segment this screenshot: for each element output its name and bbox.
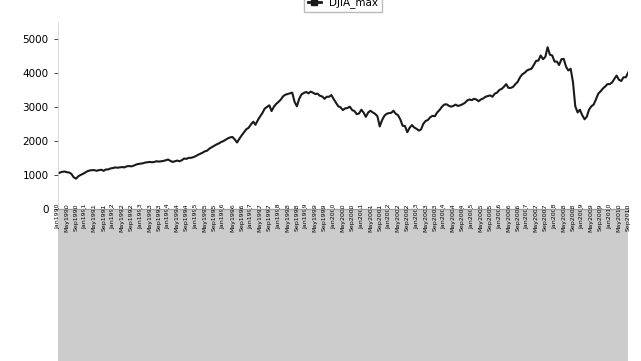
Legend: DJIA_max: DJIA_max (304, 0, 382, 12)
